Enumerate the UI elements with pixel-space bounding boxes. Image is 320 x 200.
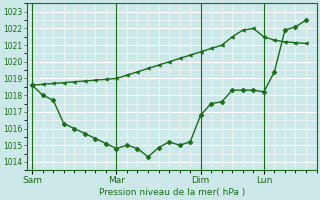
- X-axis label: Pression niveau de la mer( hPa ): Pression niveau de la mer( hPa ): [99, 188, 245, 197]
